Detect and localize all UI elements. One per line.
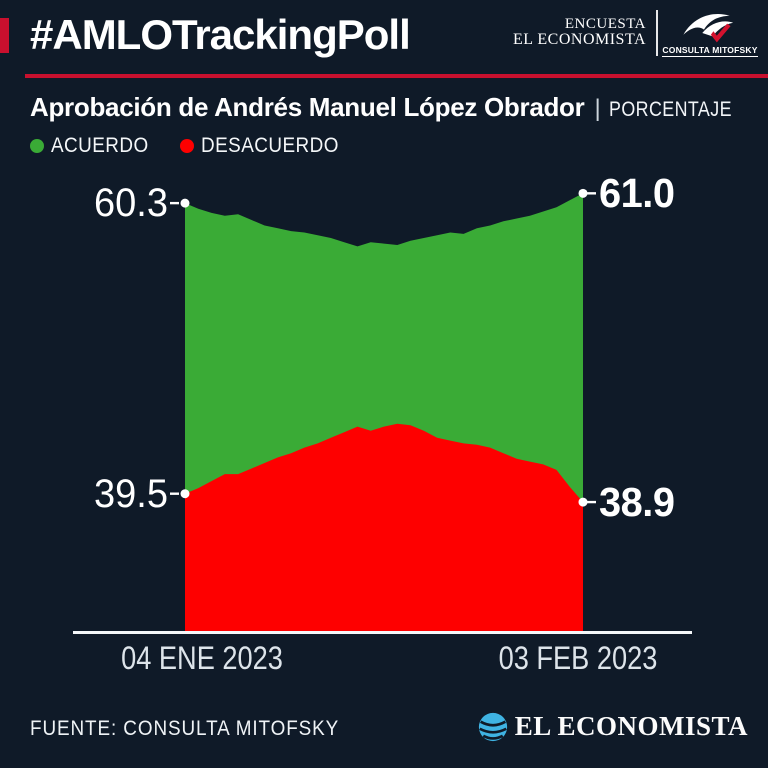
desacuerdo-area (185, 423, 583, 632)
legend-item-desacuerdo: DESACUERDO (179, 134, 354, 158)
header-brand-block: ENCUESTA EL ECONOMISTA CONSULTA MITOFSKY (512, 9, 758, 57)
red-checkmark-icon (710, 23, 731, 43)
encuesta-el-economista-wordmark: ENCUESTA EL ECONOMISTA (512, 15, 646, 50)
brand-line-el-economista: EL ECONOMISTA (512, 31, 646, 49)
x-axis-start-date: 04 ENE 2023 (121, 640, 283, 676)
acuerdo-end-tick (587, 192, 596, 195)
desacuerdo-end-value: 38.9 (599, 479, 675, 526)
header-divider (656, 10, 658, 56)
desacuerdo-start-value: 39.5 (94, 471, 168, 516)
footer-brand: EL ECONOMISTA (478, 711, 748, 742)
legend-label-desacuerdo: DESACUERDO (200, 134, 339, 157)
el-economista-globe-icon (478, 712, 507, 741)
acuerdo-end-value: 61.0 (599, 170, 675, 217)
chart-subtitle: Aprobación de Andrés Manuel López Obrado… (30, 92, 753, 123)
unit-label: PORCENTAJE (608, 98, 732, 121)
mitofsky-wordmark: CONSULTA MITOFSKY (662, 45, 758, 57)
mitofsky-bird-icon (683, 13, 734, 43)
legend-item-acuerdo: ACUERDO (30, 134, 160, 158)
subtitle-separator: | (594, 95, 601, 122)
desacuerdo-start-tick (170, 492, 179, 495)
acuerdo-end-marker (578, 188, 588, 198)
acuerdo-start-marker (180, 198, 190, 208)
desacuerdo-dot-icon (179, 139, 194, 153)
red-accent-tab (0, 18, 9, 53)
desacuerdo-start-marker (180, 489, 190, 499)
subtitle-text: Aprobación de Andrés Manuel López Obrado… (30, 92, 585, 122)
header-rule (25, 74, 768, 78)
page-title: #AMLOTrackingPoll (30, 11, 411, 58)
consulta-mitofsky-logo: CONSULTA MITOFSKY (662, 9, 758, 57)
desacuerdo-end-tick (587, 500, 596, 504)
acuerdo-start-tick (170, 201, 179, 205)
acuerdo-dot-icon (30, 139, 44, 153)
acuerdo-start-value: 60.3 (94, 181, 168, 226)
x-axis-line (73, 631, 692, 634)
brand-line-encuesta: ENCUESTA (564, 15, 646, 32)
legend: ACUERDO DESACUERDO (30, 134, 354, 158)
x-axis-end-date: 03 FEB 2023 (498, 640, 658, 676)
source-note: FUENTE: CONSULTA MITOFSKY (30, 717, 340, 740)
desacuerdo-end-marker (578, 497, 588, 507)
el-economista-wordmark: EL ECONOMISTA (514, 711, 748, 741)
legend-label-acuerdo: ACUERDO (51, 134, 149, 157)
